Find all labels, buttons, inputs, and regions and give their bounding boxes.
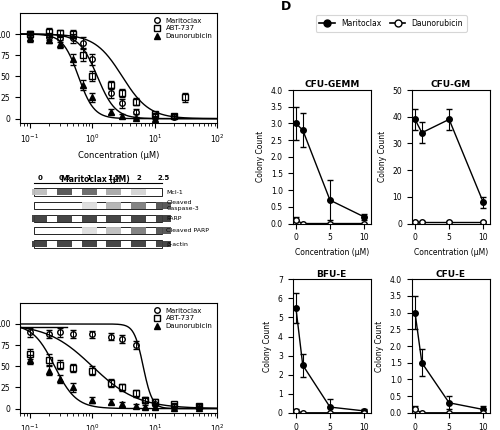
Bar — [57, 241, 72, 247]
Text: 1: 1 — [86, 175, 92, 181]
Bar — [82, 189, 96, 195]
Bar — [106, 203, 121, 209]
Title: BFU-E: BFU-E — [316, 270, 347, 279]
Bar — [131, 203, 146, 209]
Bar — [131, 189, 146, 195]
Bar — [82, 215, 96, 221]
Text: 2: 2 — [136, 175, 141, 181]
Bar — [131, 241, 146, 247]
Legend: Maritoclax, ABT-737, Daunorubicin: Maritoclax, ABT-737, Daunorubicin — [152, 306, 214, 331]
X-axis label: Concentration (μM): Concentration (μM) — [78, 150, 160, 160]
Text: PARP: PARP — [166, 216, 182, 221]
Bar — [32, 241, 47, 247]
Text: D: D — [280, 0, 291, 13]
Bar — [82, 203, 96, 209]
Bar — [106, 241, 121, 247]
Text: β-actin: β-actin — [166, 242, 188, 246]
Text: 0.5: 0.5 — [58, 175, 70, 181]
Text: 0: 0 — [38, 175, 42, 181]
Bar — [156, 215, 170, 221]
Title: CFU-GEMM: CFU-GEMM — [304, 80, 360, 89]
Text: Cleaved PARP: Cleaved PARP — [166, 228, 209, 233]
Bar — [156, 241, 170, 247]
Text: Maritoclax (μM): Maritoclax (μM) — [60, 175, 130, 184]
Bar — [34, 188, 162, 196]
Bar — [156, 203, 170, 209]
Bar — [82, 241, 96, 247]
Text: 2.5: 2.5 — [157, 175, 170, 181]
X-axis label: Concentration (μM): Concentration (μM) — [414, 248, 488, 257]
Bar — [131, 227, 146, 233]
Y-axis label: Colony Count: Colony Count — [375, 320, 384, 372]
Bar — [57, 215, 72, 221]
Y-axis label: Colony Count: Colony Count — [264, 320, 272, 372]
Text: Mcl-1: Mcl-1 — [166, 190, 183, 194]
Text: 1.5: 1.5 — [108, 175, 120, 181]
Bar — [82, 227, 96, 233]
Bar — [156, 227, 170, 233]
Bar — [106, 227, 121, 233]
Bar — [32, 189, 47, 195]
X-axis label: Concentration (μM): Concentration (μM) — [294, 248, 369, 257]
Bar — [34, 240, 162, 248]
Bar — [131, 215, 146, 221]
Bar — [34, 227, 162, 234]
Bar — [57, 189, 72, 195]
Legend: Maritoclax, Daunorubicin: Maritoclax, Daunorubicin — [316, 15, 467, 32]
Title: CFU-E: CFU-E — [436, 270, 466, 279]
Bar — [106, 189, 121, 195]
Title: CFU-GM: CFU-GM — [430, 80, 471, 89]
Y-axis label: Colony Count: Colony Count — [378, 131, 386, 182]
Legend: Maritoclax, ABT-737, Daunorubicin: Maritoclax, ABT-737, Daunorubicin — [152, 16, 214, 40]
Bar — [34, 202, 162, 209]
Bar — [106, 215, 121, 221]
Bar — [32, 215, 47, 221]
Text: Cleaved
Caspase-3: Cleaved Caspase-3 — [166, 200, 199, 211]
Y-axis label: Colony Count: Colony Count — [256, 131, 265, 182]
Bar — [34, 215, 162, 222]
